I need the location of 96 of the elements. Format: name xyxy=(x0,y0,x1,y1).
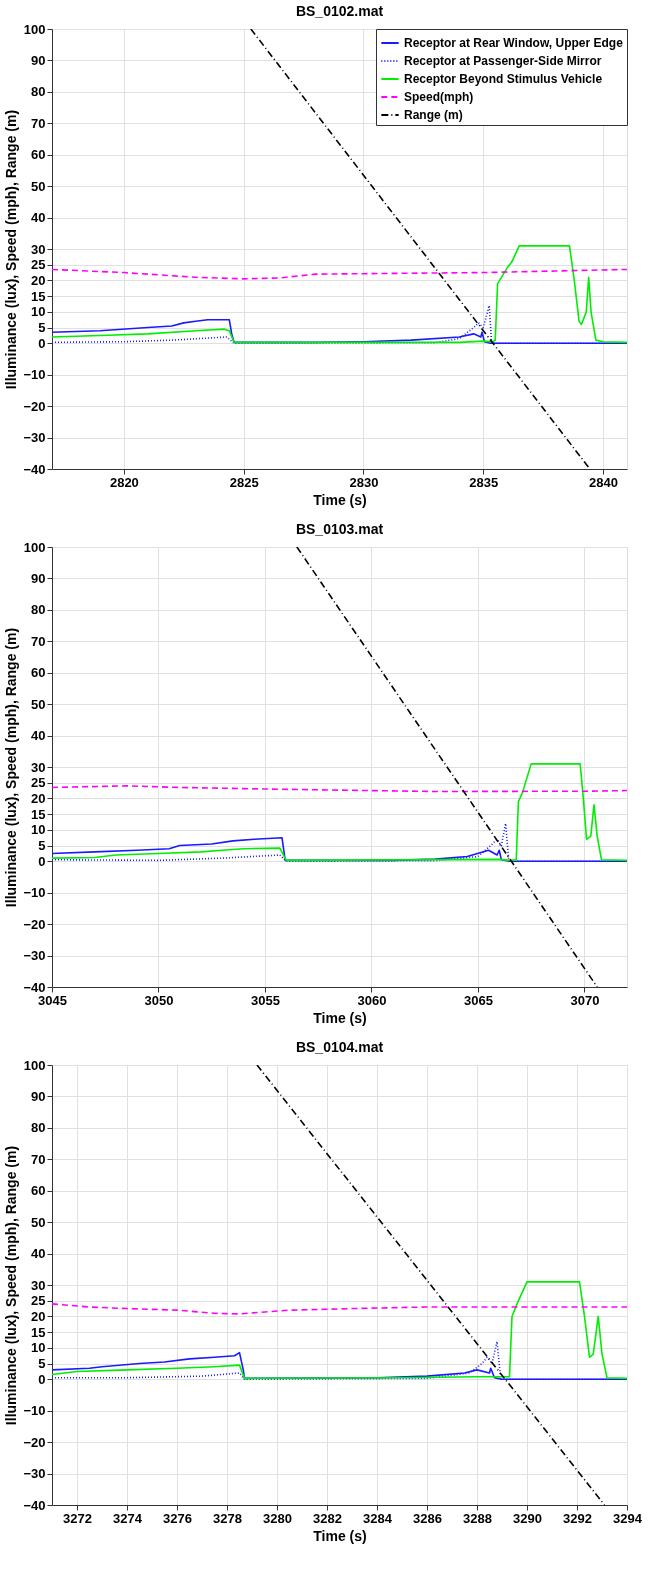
y-axis-title: Illuminance (lux), Speed (mph), Range (m) xyxy=(3,1145,20,1426)
chart-title: BS_0104.mat xyxy=(295,1039,384,1055)
y-tick-label: 90 xyxy=(31,570,46,586)
x-tick-label: 3290 xyxy=(513,1510,542,1526)
x-tick-label: 3045 xyxy=(38,992,67,1008)
x-tick-label: 3272 xyxy=(63,1510,92,1526)
y-tick-label: −10 xyxy=(23,885,46,901)
y-tick-label: 30 xyxy=(31,1277,46,1293)
x-axis-title: Time (s) xyxy=(313,491,367,508)
y-tick-label: 0 xyxy=(38,853,46,869)
x-tick-label: 2835 xyxy=(469,474,499,490)
legend-label: Receptor at Passenger-Side Mirror xyxy=(404,54,602,68)
x-tick-label: 3060 xyxy=(357,992,387,1008)
legend-label: Speed(mph) xyxy=(404,90,474,104)
y-tick-label: 5 xyxy=(38,320,46,336)
x-tick-label: 2830 xyxy=(349,474,379,490)
y-tick-label: 15 xyxy=(31,806,46,822)
y-tick-label: 70 xyxy=(31,633,46,649)
y-tick-label: 60 xyxy=(31,147,46,163)
x-tick-label: 2840 xyxy=(589,474,618,490)
y-tick-label: −20 xyxy=(23,1434,46,1450)
line-series xyxy=(52,1281,627,1380)
y-tick-label: 80 xyxy=(31,1120,46,1136)
y-tick-label: −40 xyxy=(23,461,46,477)
y-tick-label: −30 xyxy=(23,430,46,446)
x-axis-title: Time (s) xyxy=(313,1527,367,1544)
y-tick-label: 80 xyxy=(31,84,46,100)
y-tick-label: 20 xyxy=(31,272,46,288)
y-tick-label: 30 xyxy=(31,241,46,257)
y-tick-label: −10 xyxy=(23,1403,46,1419)
x-tick-label: 3055 xyxy=(251,992,280,1008)
x-tick-label: 3276 xyxy=(163,1510,192,1526)
y-tick-label: 70 xyxy=(31,1151,46,1167)
y-tick-label: 30 xyxy=(31,759,46,775)
x-tick-label: 3280 xyxy=(263,1510,292,1526)
x-tick-label: 3274 xyxy=(113,1510,143,1526)
x-tick-label: 3294 xyxy=(613,1510,643,1526)
y-tick-label: 10 xyxy=(31,304,46,320)
x-tick-label: 2825 xyxy=(229,474,259,490)
y-tick-label: 0 xyxy=(38,335,46,351)
x-tick-label: 3282 xyxy=(313,1510,342,1526)
y-tick-label: −20 xyxy=(23,916,46,932)
y-tick-label: 50 xyxy=(31,1214,46,1230)
x-tick-label: 3065 xyxy=(463,992,493,1008)
y-tick-label: 100 xyxy=(23,1057,46,1073)
y-tick-label: 100 xyxy=(23,21,46,37)
y-tick-label: 80 xyxy=(31,602,46,618)
y-axis-title: Illuminance (lux), Speed (mph), Range (m) xyxy=(3,627,20,908)
y-tick-label: 0 xyxy=(38,1371,46,1387)
y-tick-label: 20 xyxy=(31,1308,46,1324)
x-tick-label: 3292 xyxy=(563,1510,592,1526)
y-tick-label: 90 xyxy=(31,52,46,68)
y-tick-label: −20 xyxy=(23,398,46,414)
y-tick-label: 25 xyxy=(31,257,46,273)
y-tick-label: 5 xyxy=(38,1356,46,1372)
y-tick-label: 100 xyxy=(23,539,46,555)
line-series xyxy=(52,268,627,280)
y-axis-title: Illuminance (lux), Speed (mph), Range (m) xyxy=(3,109,20,390)
y-tick-label: 25 xyxy=(31,775,46,791)
x-tick-label: 3070 xyxy=(570,992,600,1008)
x-tick-label: 3284 xyxy=(363,1510,393,1526)
y-tick-label: 60 xyxy=(31,1183,46,1199)
line-series xyxy=(52,1303,627,1315)
y-tick-label: −40 xyxy=(23,979,46,995)
y-tick-label: −40 xyxy=(23,1497,46,1513)
y-tick-label: 50 xyxy=(31,178,46,194)
x-tick-label: 3288 xyxy=(463,1510,492,1526)
x-tick-label: 3050 xyxy=(144,992,174,1008)
y-tick-label: 10 xyxy=(31,822,46,838)
y-tick-label: −30 xyxy=(23,948,46,964)
line-series xyxy=(52,245,627,344)
legend-label: Range (m) xyxy=(404,108,463,122)
y-tick-label: 25 xyxy=(31,1293,46,1309)
x-axis-title: Time (s) xyxy=(313,1009,367,1026)
y-tick-label: 70 xyxy=(31,115,46,131)
legend-label: Receptor at Rear Window, Upper Edge xyxy=(404,36,624,50)
y-tick-label: 20 xyxy=(31,790,46,806)
y-tick-label: 15 xyxy=(31,1324,46,1340)
y-tick-label: 40 xyxy=(31,728,46,744)
y-tick-label: −10 xyxy=(23,367,46,383)
y-tick-label: 90 xyxy=(31,1088,46,1104)
legend-label: Receptor Beyond Stimulus Vehicle xyxy=(404,72,603,86)
y-tick-label: 15 xyxy=(31,288,46,304)
y-tick-label: 60 xyxy=(31,665,46,681)
chart-title: BS_0102.mat xyxy=(295,3,384,19)
line-series xyxy=(52,763,627,862)
y-tick-label: 40 xyxy=(31,210,46,226)
chart-title: BS_0103.mat xyxy=(295,521,384,537)
y-tick-label: 40 xyxy=(31,1246,46,1262)
y-tick-label: 5 xyxy=(38,838,46,854)
x-tick-label: 3286 xyxy=(413,1510,442,1526)
y-tick-label: 50 xyxy=(31,696,46,712)
x-tick-label: 3278 xyxy=(213,1510,242,1526)
y-tick-label: 10 xyxy=(31,1340,46,1356)
y-tick-label: −30 xyxy=(23,1466,46,1482)
x-tick-label: 2820 xyxy=(109,474,139,490)
